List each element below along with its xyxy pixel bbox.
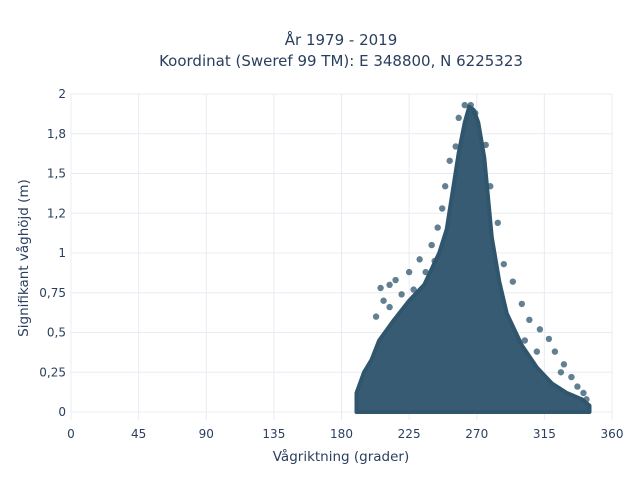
scatter-point (500, 260, 507, 268)
scatter-point (494, 219, 501, 227)
scatter-point (446, 157, 453, 164)
y-tick-label: 1,5 (47, 167, 66, 181)
scatter-point (509, 278, 517, 285)
scatter-point (410, 286, 417, 293)
scatter-point (545, 335, 553, 343)
y-tick-label: 1,2 (47, 206, 66, 220)
scatter-point (377, 284, 384, 292)
scatter-point (422, 268, 429, 276)
chart-title-line-2: Koordinat (Sweref 99 TM): E 348800, N 62… (159, 52, 523, 70)
x-tick-label: 180 (330, 427, 353, 441)
x-tick-label: 360 (601, 427, 624, 441)
scatter-point (551, 348, 559, 355)
scatter-point (526, 316, 533, 324)
x-tick-label: 90 (199, 427, 214, 441)
y-tick-label: 1 (58, 246, 66, 260)
scatter-point (518, 300, 526, 308)
x-tick-label: 45 (131, 427, 146, 441)
scatter-point (434, 224, 441, 231)
scatter-point (452, 143, 459, 150)
x-tick-label: 0 (67, 427, 75, 441)
scatter-point (482, 141, 489, 149)
scatter-point (438, 205, 446, 212)
scatter-point (472, 109, 479, 117)
scatter-point (372, 313, 380, 320)
scatter-point (431, 257, 438, 265)
scatter-point (521, 337, 529, 344)
scatter-point (398, 291, 405, 298)
scatter-point (386, 281, 393, 289)
y-tick-label: 0,25 (39, 365, 66, 379)
scatter-point (441, 183, 449, 190)
scatter-point-cloud (354, 104, 592, 414)
scatter-point (533, 348, 541, 355)
chart-title-line-1: År 1979 - 2019 (285, 30, 398, 49)
y-tick-label: 1,8 (47, 127, 66, 141)
x-tick-label: 225 (398, 427, 421, 441)
x-tick-label: 135 (262, 427, 285, 441)
scatter-point (461, 101, 468, 109)
tick-layer: 0 45 90 135 180 225 270 315 360 0 0,25 0,5 0,75 1 1,2 1… (39, 87, 623, 441)
data-layer (354, 101, 592, 414)
y-tick-label: 0,75 (39, 286, 66, 300)
scatter-point (405, 268, 413, 276)
x-tick-label: 315 (533, 427, 556, 441)
scatter-point (583, 396, 590, 403)
scatter-point (392, 276, 399, 284)
scatter-point (428, 241, 435, 249)
scatter-point (467, 101, 474, 109)
scatter-point (580, 389, 587, 397)
scatter-point (416, 256, 423, 263)
scatter-point (380, 297, 387, 304)
scatter-point (455, 114, 462, 122)
x-tick-label: 270 (465, 427, 488, 441)
scatter-point (487, 183, 494, 190)
y-tick-label: 2 (58, 87, 66, 101)
y-axis-title: Signifikant våghöjd (m) (15, 179, 32, 337)
grid-layer (70, 93, 613, 420)
scatter-point (536, 326, 544, 333)
x-axis-title: Vågriktning (grader) (273, 448, 410, 465)
y-tick-label: 0 (58, 405, 66, 419)
scatter-point (557, 369, 565, 376)
scatter-point (560, 361, 568, 368)
scatter-point (386, 303, 393, 311)
scatter-point (574, 383, 581, 390)
scatter-point (568, 373, 575, 381)
y-tick-label: 0,5 (47, 326, 66, 340)
